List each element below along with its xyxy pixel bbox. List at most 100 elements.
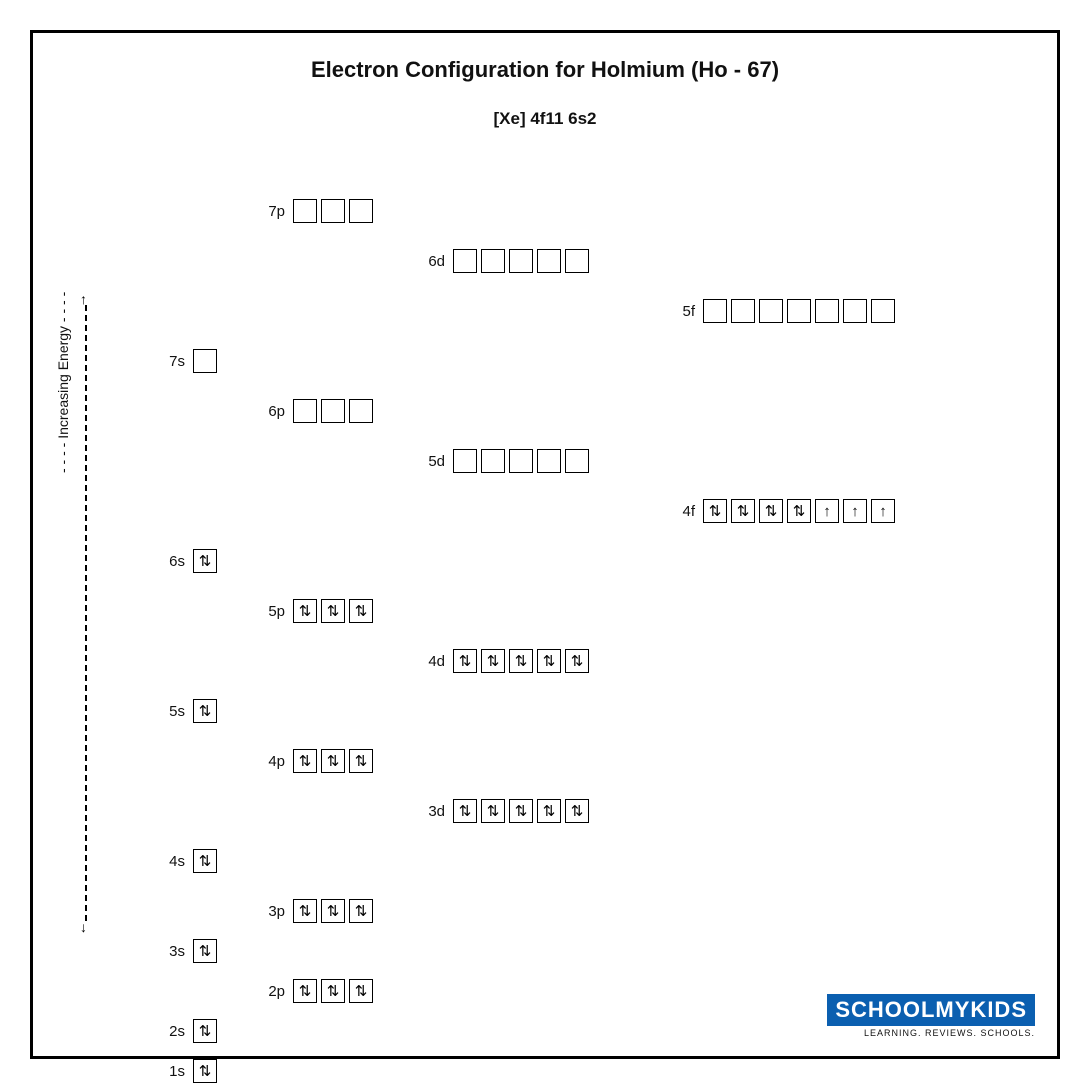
orbital-boxes — [193, 349, 217, 373]
orbital-label: 5s — [163, 703, 185, 720]
orbital-box — [731, 299, 755, 323]
orbital-box — [565, 449, 589, 473]
orbital-boxes: ⇅ — [193, 849, 217, 873]
diagram-frame: Electron Configuration for Holmium (Ho -… — [30, 30, 1060, 1059]
orbital-box — [453, 249, 477, 273]
orbital-boxes: ⇅⇅⇅⇅↑↑↑ — [703, 499, 895, 523]
orbital-2s: 2s ⇅ — [163, 1018, 217, 1044]
orbital-box: ⇅ — [703, 499, 727, 523]
orbital-7s: 7s — [163, 348, 217, 374]
orbital-label: 6p — [263, 403, 285, 420]
orbital-box: ⇅ — [537, 799, 561, 823]
orbital-label: 3p — [263, 903, 285, 920]
orbital-label: 6d — [423, 253, 445, 270]
orbital-label: 7s — [163, 353, 185, 370]
orbital-5s: 5s ⇅ — [163, 698, 217, 724]
orbital-box: ⇅ — [193, 699, 217, 723]
orbital-box: ⇅ — [565, 799, 589, 823]
orbital-label: 2s — [163, 1023, 185, 1040]
orbital-box: ⇅ — [731, 499, 755, 523]
orbital-4f: 4f⇅⇅⇅⇅↑↑↑ — [673, 498, 895, 524]
orbital-boxes: ⇅ — [193, 699, 217, 723]
orbital-5d: 5d — [423, 448, 589, 474]
orbital-boxes: ⇅ — [193, 549, 217, 573]
energy-axis: ↑ ↓ — [77, 293, 93, 933]
orbital-box — [537, 249, 561, 273]
orbital-label: 1s — [163, 1063, 185, 1080]
orbital-boxes: ⇅⇅⇅ — [293, 899, 373, 923]
orbital-3d: 3d ⇅⇅⇅⇅⇅ — [423, 798, 589, 824]
orbital-box: ⇅ — [509, 799, 533, 823]
orbital-box — [509, 449, 533, 473]
orbital-4s: 4s ⇅ — [163, 848, 217, 874]
orbital-box — [293, 399, 317, 423]
orbital-boxes: ⇅⇅⇅ — [293, 749, 373, 773]
orbital-box: ⇅ — [321, 749, 345, 773]
orbital-box — [509, 249, 533, 273]
orbital-5p: 5p⇅⇅⇅ — [263, 598, 373, 624]
orbital-1s: 1s ⇅ — [163, 1058, 217, 1084]
orbital-box: ⇅ — [293, 979, 317, 1003]
orbital-boxes: ⇅ — [193, 1019, 217, 1043]
orbital-box — [871, 299, 895, 323]
logo-text: SCHOOLMYKIDS — [827, 994, 1035, 1026]
orbital-diagram: 7p6d5f7s6p5d4f⇅⇅⇅⇅↑↑↑6s⇅5p⇅⇅⇅4d⇅⇅⇅⇅⇅5s⇅4… — [103, 173, 1023, 993]
electron-config-shorthand: [Xe] 4f11 6s2 — [33, 109, 1057, 129]
orbital-box: ⇅ — [349, 599, 373, 623]
orbital-label: 4s — [163, 853, 185, 870]
orbital-boxes — [453, 249, 589, 273]
orbital-boxes: ⇅⇅⇅⇅⇅ — [453, 649, 589, 673]
orbital-7p: 7p — [263, 198, 373, 224]
orbital-box — [321, 199, 345, 223]
orbital-label: 3s — [163, 943, 185, 960]
orbital-label: 6s — [163, 553, 185, 570]
orbital-box — [453, 449, 477, 473]
orbital-label: 5d — [423, 453, 445, 470]
orbital-box: ↑ — [815, 499, 839, 523]
logo-tagline: LEARNING. REVIEWS. SCHOOLS. — [827, 1028, 1035, 1038]
orbital-box: ⇅ — [481, 799, 505, 823]
orbital-box — [193, 349, 217, 373]
orbital-boxes: ⇅ — [193, 1059, 217, 1083]
orbital-6s: 6s ⇅ — [163, 548, 217, 574]
orbital-3p: 3p ⇅⇅⇅ — [263, 898, 373, 924]
orbital-box — [293, 199, 317, 223]
page-title: Electron Configuration for Holmium (Ho -… — [33, 57, 1057, 83]
orbital-box: ⇅ — [293, 599, 317, 623]
orbital-box: ⇅ — [321, 979, 345, 1003]
orbital-5f: 5f — [673, 298, 895, 324]
orbital-box — [481, 249, 505, 273]
orbital-box — [349, 399, 373, 423]
orbital-box: ⇅ — [293, 899, 317, 923]
orbital-4d: 4d⇅⇅⇅⇅⇅ — [423, 648, 589, 674]
orbital-4p: 4p ⇅⇅⇅ — [263, 748, 373, 774]
orbital-box — [349, 199, 373, 223]
orbital-2p: 2p⇅⇅⇅ — [263, 978, 373, 1004]
orbital-boxes: ⇅⇅⇅ — [293, 979, 373, 1003]
orbital-label: 3d — [423, 803, 445, 820]
orbital-box — [703, 299, 727, 323]
orbital-box: ⇅ — [509, 649, 533, 673]
orbital-box — [537, 449, 561, 473]
orbital-box: ⇅ — [193, 1059, 217, 1083]
orbital-boxes: ⇅⇅⇅ — [293, 599, 373, 623]
orbital-box: ⇅ — [293, 749, 317, 773]
orbital-box: ⇅ — [193, 549, 217, 573]
orbital-label: 4f — [673, 503, 695, 520]
orbital-box: ⇅ — [759, 499, 783, 523]
orbital-box — [787, 299, 811, 323]
orbital-boxes — [293, 199, 373, 223]
orbital-3s: 3s ⇅ — [163, 938, 217, 964]
orbital-box — [759, 299, 783, 323]
orbital-box: ↑ — [843, 499, 867, 523]
axis-line — [85, 305, 87, 921]
orbital-box: ⇅ — [349, 979, 373, 1003]
orbital-label: 4p — [263, 753, 285, 770]
orbital-box: ⇅ — [193, 939, 217, 963]
orbital-box — [321, 399, 345, 423]
orbital-boxes: ⇅⇅⇅⇅⇅ — [453, 799, 589, 823]
brand-logo: SCHOOLMYKIDS LEARNING. REVIEWS. SCHOOLS. — [827, 994, 1035, 1038]
orbital-box: ⇅ — [321, 599, 345, 623]
orbital-label: 5f — [673, 303, 695, 320]
orbital-box: ⇅ — [193, 1019, 217, 1043]
